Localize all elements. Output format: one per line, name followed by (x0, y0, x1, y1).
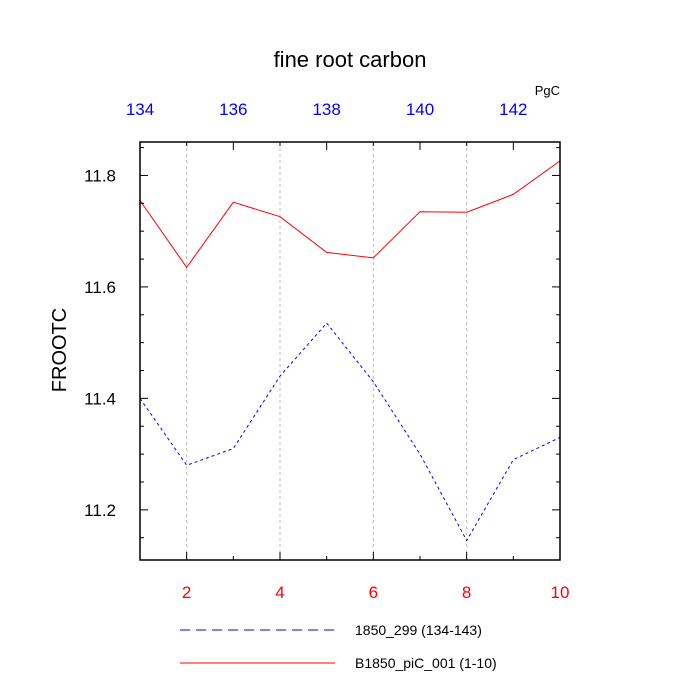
axes-layer: 2 4 6 8 10 134 136 138 140 142 11.2 11.4 11.6 11.8 (84, 100, 569, 602)
top-tick-label: 136 (219, 100, 247, 119)
series-line-0 (139, 322, 561, 542)
bottom-tick-label: 2 (182, 583, 191, 602)
units-label: PgC (535, 83, 560, 98)
y-axis-label: FROOTC (49, 308, 71, 392)
top-tick-label: 134 (126, 100, 154, 119)
top-tick-label: 142 (499, 100, 527, 119)
legend-label-red: B1850_piC_001 (1-10) (355, 655, 497, 671)
y-tick-label: 11.4 (84, 389, 116, 408)
bottom-tick-label: 6 (369, 583, 378, 602)
legend: 1850_299 (134-143) B1850_piC_001 (1-10) (180, 622, 497, 671)
bottom-tick-label: 4 (275, 583, 284, 602)
y-tick-label: 11.8 (84, 166, 116, 185)
chart-title: fine root carbon (274, 47, 427, 72)
series-layer (139, 160, 561, 542)
y-tick-label: 11.2 (84, 501, 116, 520)
y-tick-label: 11.6 (84, 278, 116, 297)
legend-label-blue: 1850_299 (134-143) (355, 622, 482, 638)
top-tick-label: 140 (406, 100, 434, 119)
bottom-tick-label: 10 (551, 583, 570, 602)
bottom-tick-label: 8 (462, 583, 471, 602)
grid-layer (186, 142, 468, 560)
plot-frame (139, 141, 561, 561)
top-tick-label: 138 (312, 100, 340, 119)
series-line-1 (139, 160, 561, 269)
